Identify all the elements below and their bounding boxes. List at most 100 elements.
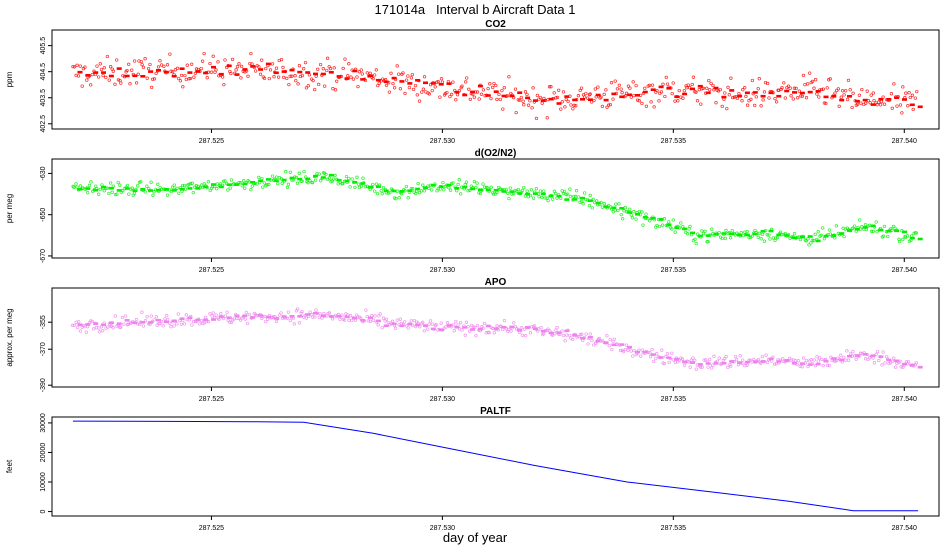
data-point: [468, 188, 472, 192]
data-point: [874, 220, 878, 224]
data-point: [475, 323, 480, 328]
data-point: [316, 67, 320, 71]
data-point: [614, 202, 618, 206]
data-point: [395, 64, 399, 68]
data-point: [194, 184, 199, 188]
data-point: [693, 237, 697, 241]
data-point: [489, 96, 493, 101]
data-point: [272, 75, 276, 79]
data-point: [229, 178, 234, 182]
data-point: [279, 311, 283, 315]
data-point: [285, 76, 289, 81]
data-point: [165, 317, 170, 322]
data-point: [344, 174, 349, 179]
data-point: [348, 185, 352, 189]
data-point: [844, 358, 848, 362]
data-point: [618, 348, 623, 353]
data-point: [901, 85, 905, 89]
data-point: [639, 354, 643, 358]
data-point: [380, 326, 384, 330]
data-point: [796, 359, 801, 363]
data-point: [701, 86, 705, 90]
data-point: [729, 364, 733, 368]
x-tick-label: 287.525: [199, 396, 224, 403]
data-point: [179, 322, 184, 326]
data-point: [313, 87, 317, 92]
data-point: [652, 359, 656, 364]
data-point: [433, 85, 437, 89]
data-point: [404, 78, 409, 82]
data-point: [745, 363, 749, 367]
data-point: [786, 84, 791, 88]
data-point: [694, 241, 698, 246]
data-point: [218, 182, 223, 186]
data-point: [906, 104, 910, 108]
data-point: [732, 95, 737, 99]
data-point: [248, 61, 252, 66]
data-point: [869, 93, 873, 97]
data-point: [756, 87, 760, 91]
data-point: [528, 193, 533, 198]
data-point: [628, 207, 632, 211]
data-point: [156, 65, 161, 69]
data-point: [634, 83, 638, 88]
data-point: [145, 315, 149, 319]
data-point: [878, 103, 883, 107]
data-point: [522, 103, 526, 107]
data-point: [839, 353, 843, 357]
data-point: [815, 355, 819, 359]
y-tick-label: 402.5: [40, 115, 47, 133]
data-point: [629, 213, 633, 217]
data-point: [671, 218, 675, 222]
panel-3: APO approx. per meg -390 -370 -355 287.525 287…: [5, 277, 940, 403]
data-point: [701, 231, 706, 236]
data-point: [868, 101, 872, 105]
data-point: [447, 186, 451, 190]
data-point: [780, 86, 784, 90]
data-point: [673, 99, 677, 103]
data-point: [904, 91, 908, 95]
data-point: [491, 85, 495, 90]
data-point: [576, 94, 581, 98]
data-point: [600, 338, 605, 343]
data-point: [808, 71, 812, 75]
data-point: [890, 106, 894, 110]
data-point: [214, 313, 218, 317]
figure-title: 171014a Interval b Aircraft Data 1: [374, 2, 576, 17]
data-point: [507, 327, 511, 332]
data-point: [501, 107, 505, 111]
data-point: [792, 232, 797, 236]
data-point: [568, 187, 572, 191]
y-axis-label: ppm: [5, 71, 14, 87]
data-point: [223, 179, 227, 183]
data-point: [188, 76, 193, 81]
data-point: [810, 79, 815, 84]
data-point: [559, 107, 563, 111]
data-point: [72, 323, 76, 327]
data-point: [116, 180, 120, 185]
data-point: [155, 323, 159, 327]
data-point: [725, 106, 729, 111]
data-point: [205, 76, 209, 80]
data-point: [607, 344, 611, 348]
data-point: [430, 322, 435, 326]
x-tick-label: 287.535: [661, 138, 686, 145]
data-point: [168, 52, 172, 56]
data-point: [149, 314, 153, 318]
data-point: [127, 62, 131, 66]
data-point: [215, 187, 219, 191]
data-point: [803, 82, 807, 87]
x-tick-label: 287.530: [430, 396, 455, 403]
data-point: [632, 210, 636, 214]
data-point: [616, 208, 620, 213]
data-point: [759, 104, 763, 108]
data-point: [833, 91, 837, 95]
data-point: [640, 101, 644, 106]
data-point: [894, 365, 898, 369]
data-point: [538, 95, 543, 100]
data-point: [611, 210, 615, 214]
data-point: [338, 317, 342, 321]
data-point: [611, 97, 615, 101]
data-point: [845, 97, 850, 102]
data-point: [161, 324, 165, 328]
